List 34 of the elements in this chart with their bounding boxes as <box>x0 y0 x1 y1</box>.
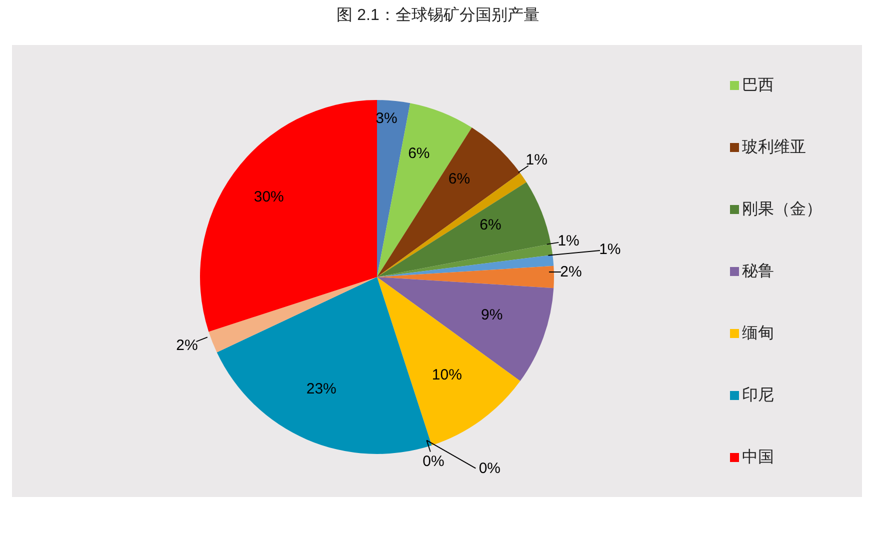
text: 0% <box>422 452 444 470</box>
data-label: 6% <box>408 145 430 162</box>
data-label: 2% <box>176 336 198 354</box>
legend-label: 秘鲁 <box>742 262 774 282</box>
legend-label: 印尼 <box>742 386 774 406</box>
data-label: 6% <box>480 216 502 234</box>
pie-slice <box>377 244 553 277</box>
pie-slice <box>377 128 520 277</box>
chart-title: 图 2.1：全球锡矿分国别产量 <box>336 6 540 26</box>
data-label: 1% <box>558 232 580 250</box>
pie-slice <box>377 277 520 446</box>
data-label: 23% <box>306 380 336 398</box>
pie-slice <box>377 103 472 277</box>
text: 0% <box>478 460 501 477</box>
data-label: 30% <box>254 188 284 206</box>
pie-slice <box>377 182 551 277</box>
pie-slice <box>200 100 377 332</box>
data-label: 10% <box>432 366 462 384</box>
data-label: 1% <box>599 241 621 258</box>
pie-slice <box>377 254 554 277</box>
legend-label: 刚果（金） <box>742 200 822 220</box>
pie-slice <box>208 277 377 352</box>
data-label: 1% <box>526 152 548 169</box>
legend-label: 巴西 <box>742 76 774 96</box>
legend-label: 玻利维亚 <box>742 138 806 158</box>
pie-slice <box>377 100 410 277</box>
data-label: 6% <box>448 170 470 188</box>
pie-slice <box>377 172 526 277</box>
data-label: 2% <box>560 264 582 280</box>
pie-slice <box>377 277 554 382</box>
legend-label: 缅甸 <box>742 324 774 344</box>
data-label: 9% <box>481 306 503 324</box>
pie-slice <box>216 277 432 454</box>
legend-label: 中国 <box>742 448 774 468</box>
